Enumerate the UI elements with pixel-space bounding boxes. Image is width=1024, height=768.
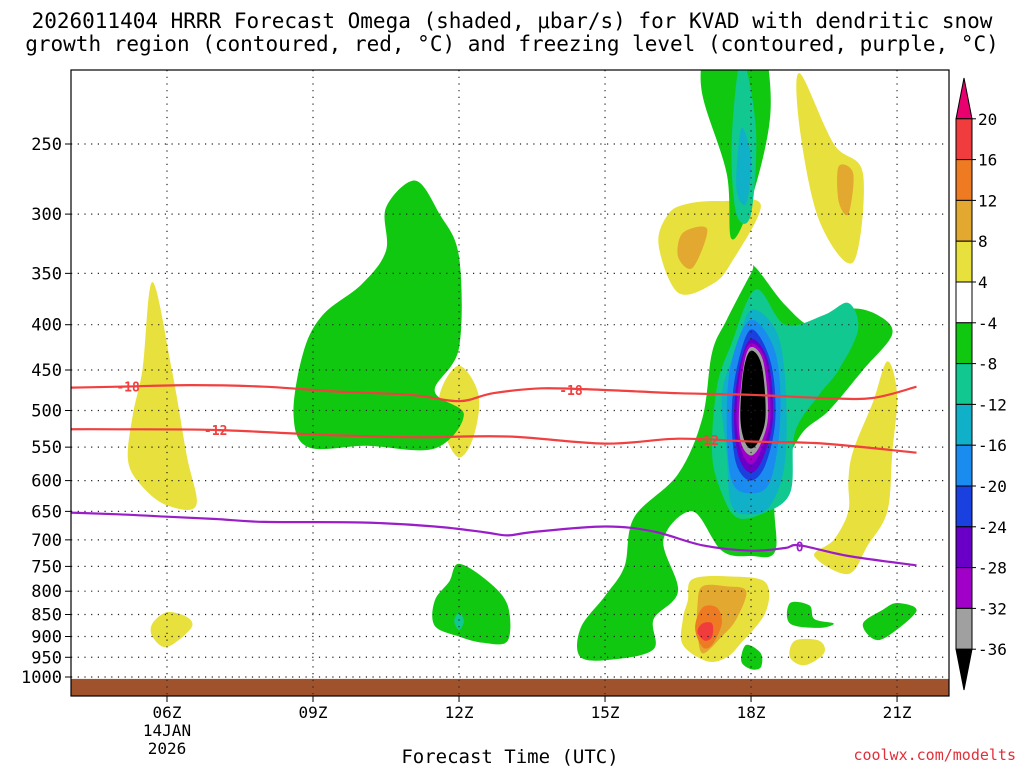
colorbar-arrow-top — [955, 77, 973, 120]
colorbar-swatch-4 — [955, 240, 973, 283]
omega-region-27 — [786, 601, 834, 628]
y-tick-label-650: 650 — [31, 502, 62, 522]
colorbar-swatch-1 — [955, 118, 973, 161]
y-tick-label-750: 750 — [31, 557, 62, 577]
colorbar-label-1: 16 — [978, 151, 997, 170]
y-tick-label-500: 500 — [31, 402, 62, 422]
y-tick-label-950: 950 — [31, 648, 62, 668]
contour-label-3: -12 — [695, 434, 718, 449]
omega-region-8 — [736, 127, 752, 206]
colorbar-swatch-13 — [955, 607, 973, 650]
colorbar-label-3: 8 — [978, 232, 988, 251]
y-tick-label-450: 450 — [31, 361, 62, 381]
omega-region-5 — [677, 226, 708, 269]
colorbar-swatch-12 — [955, 567, 973, 609]
omega-region-26 — [454, 612, 464, 630]
omega-shading — [127, 70, 917, 670]
y-tick-label-800: 800 — [31, 582, 62, 602]
colorbar-label-10: -24 — [978, 518, 1007, 537]
y-tick-label-700: 700 — [31, 531, 62, 551]
omega-region-0 — [127, 282, 197, 511]
colorbar-swatch-5 — [955, 281, 973, 324]
colorbar-label-12: -32 — [978, 599, 1007, 618]
colorbar-legend: 20 16 12 8 4 -4 -8 -12 -16 -20 -24 -28 -32 -36 — [955, 77, 1007, 691]
x-tick-label-12Z: 12Z — [445, 703, 474, 722]
y-tick-label-1000: 1000 — [21, 668, 62, 688]
x-tick-label-21Z: 21Z — [883, 703, 912, 722]
contour-label-1: -18 — [559, 384, 583, 399]
chart-title-line-1: 2026011404 HRRR Forecast Omega (shaded, … — [31, 9, 993, 33]
omega-region-9 — [796, 73, 864, 264]
contour-label-4: 0 — [796, 540, 804, 555]
contour-line-1 — [71, 428, 917, 454]
omega-region-10 — [837, 164, 854, 216]
colorbar-label-9: -20 — [978, 477, 1007, 496]
omega-region-1 — [150, 611, 193, 648]
x-tick-year: 2026 — [148, 739, 187, 758]
contour-line-2 — [71, 511, 917, 567]
omega-region-3 — [293, 180, 464, 451]
omega-region-25 — [432, 563, 511, 645]
plot-frame — [70, 69, 950, 697]
contour-label-2: -12 — [204, 424, 227, 439]
y-tick-label-900: 900 — [31, 627, 62, 647]
colorbar-swatch-3 — [955, 199, 973, 242]
y-tick-label-400: 400 — [31, 316, 62, 336]
colorbar-label-5: -4 — [978, 314, 997, 333]
y-tick-label-600: 600 — [31, 472, 62, 492]
x-axis-label: Forecast Time (UTC) — [401, 746, 618, 768]
colorbar-swatch-9 — [955, 444, 973, 487]
omega-region-20 — [814, 361, 898, 575]
contour-labels: -18 -18 -12 -12 0 — [116, 381, 804, 556]
omega-region-29 — [741, 644, 763, 670]
contour-line-0 — [71, 383, 917, 403]
y-tick-label-250: 250 — [31, 135, 62, 155]
y-tick-label-350: 350 — [31, 264, 62, 284]
colorbar-label-13: -36 — [978, 640, 1007, 659]
colorbar-swatch-7 — [955, 363, 973, 405]
x-tick-label-06Z: 06Z — [153, 703, 182, 722]
x-tick-label-18Z: 18Z — [737, 703, 766, 722]
contour-label-0: -18 — [116, 381, 140, 396]
colorbar-label-7: -12 — [978, 395, 1007, 414]
ground-fill — [71, 678, 949, 696]
colorbar-label-11: -28 — [978, 559, 1007, 578]
y-tick-label-300: 300 — [31, 205, 62, 225]
x-tick-date: 14JAN — [143, 721, 191, 740]
colorbar-label-6: -8 — [978, 355, 997, 374]
colorbar-label-8: -16 — [978, 436, 1007, 455]
colorbar-swatch-11 — [955, 526, 973, 569]
y-tick-label-850: 850 — [31, 606, 62, 626]
omega-region-30 — [789, 638, 825, 666]
omega-region-19 — [740, 350, 766, 449]
omega-region-28 — [862, 602, 917, 641]
colorbar-swatch-6 — [955, 322, 973, 365]
x-tick-label-15Z: 15Z — [591, 703, 620, 722]
colorbar-swatch-10 — [955, 485, 973, 528]
colorbar-arrow-bottom — [955, 648, 973, 691]
source-credit: coolwx.com/modelts — [853, 746, 1016, 764]
colorbar-label-4: 4 — [978, 273, 988, 292]
chart-title-line-2: growth region (contoured, red, °C) and f… — [25, 32, 999, 56]
colorbar-label-2: 12 — [978, 191, 997, 210]
y-axis: 2503003504004505005506006507007508008509… — [21, 135, 71, 688]
contour-lines — [71, 383, 917, 567]
colorbar-swatch-2 — [955, 159, 973, 201]
x-tick-label-09Z: 09Z — [299, 703, 328, 722]
colorbar-label-0: 20 — [978, 110, 997, 129]
colorbar-swatch-8 — [955, 403, 973, 446]
terrain-ground — [71, 678, 949, 696]
y-tick-label-550: 550 — [31, 438, 62, 458]
